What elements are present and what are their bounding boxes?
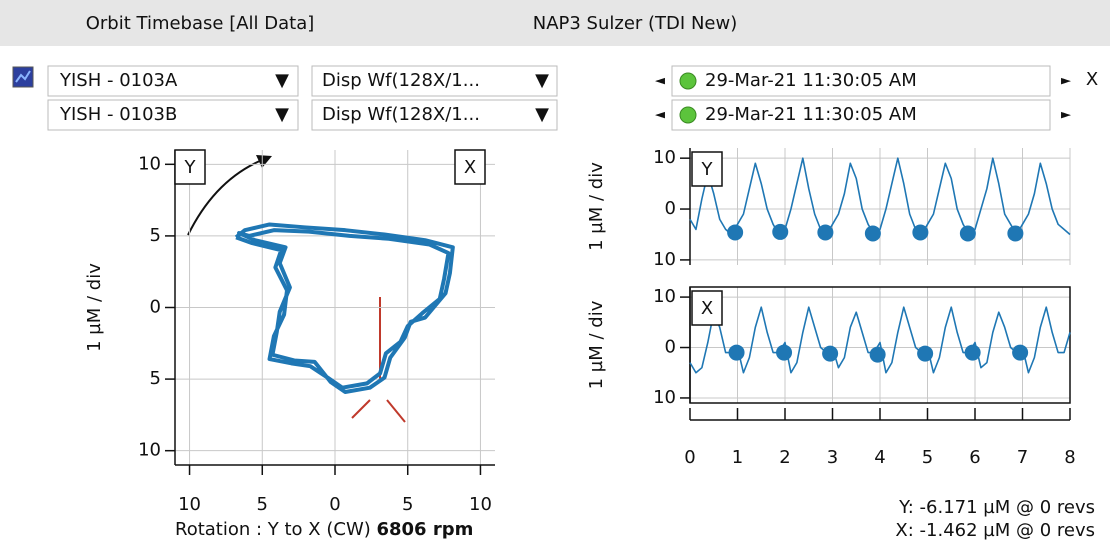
y-axis-label: 1 µM / div	[84, 263, 105, 352]
keyphasor-dot	[1012, 344, 1029, 361]
y-tick-label: 5	[150, 225, 161, 246]
timestamp: 29-Mar-21 11:30:05 AM	[705, 70, 917, 91]
channel-box	[174, 149, 206, 185]
x-tick-label: 0	[684, 447, 695, 468]
next-button[interactable]: ►	[1061, 108, 1071, 123]
probe-dropdown[interactable]	[47, 99, 299, 131]
plot-frame	[689, 286, 1071, 404]
header-bar	[0, 0, 1110, 46]
probe-name: YISH - 0103A	[59, 70, 178, 91]
waveform-name: Disp Wf(128X/1...	[322, 104, 480, 125]
timestamp-box[interactable]	[671, 99, 1051, 131]
timestamp: 29-Mar-21 11:30:05 AM	[705, 104, 917, 125]
dropdown-arrow: ▼	[275, 104, 289, 125]
y-axis-label: 1 µM / div	[586, 162, 607, 251]
header-title: Orbit Timebase [All Data]	[86, 13, 315, 34]
keyphasor-dot	[864, 225, 881, 242]
keyphasor-dot	[727, 224, 744, 241]
channel-label: Y	[701, 159, 714, 180]
prev-button[interactable]: ◄	[655, 108, 665, 123]
x-tick-label: 8	[1064, 447, 1075, 468]
keyphasor-dot	[912, 224, 929, 241]
x-tick-label: 6	[969, 447, 980, 468]
keyphasor-dot	[772, 223, 789, 240]
rotation-arrowhead	[256, 155, 272, 168]
timestamp-box[interactable]	[671, 65, 1051, 97]
y-tick-label: 0	[665, 198, 676, 219]
x-tick-label: 5	[402, 494, 413, 515]
keyphasor-dot	[776, 344, 793, 361]
channel-label: X	[701, 298, 713, 319]
dropdown-arrow: ▼	[275, 70, 289, 91]
chart-icon-glyph	[15, 70, 31, 83]
keyphasor-dot	[964, 344, 981, 361]
dropdown-arrow: ▼	[535, 70, 549, 91]
dropdown-arrow: ▼	[535, 104, 549, 125]
x-tick-label: 4	[874, 447, 885, 468]
channel-label: Y	[184, 157, 197, 178]
rotation-label: Rotation : Y to X (CW)	[175, 519, 376, 540]
x-tick-label: 5	[257, 494, 268, 515]
y-tick-label: 10	[653, 286, 676, 307]
waveform-name: Disp Wf(128X/1...	[322, 70, 480, 91]
y-tick-label: 10	[138, 440, 161, 461]
x-label: X	[1086, 69, 1098, 90]
keyphasor-dot	[728, 344, 745, 361]
next-button[interactable]: ►	[1061, 74, 1071, 89]
orbit-trace	[234, 222, 455, 394]
channel-box	[691, 290, 723, 326]
channel-box	[691, 151, 723, 187]
x-tick-label: 2	[779, 447, 790, 468]
waveform-dropdown[interactable]	[311, 65, 558, 97]
x-tick-label: 0	[329, 494, 340, 515]
rpm-value: 6806 rpm	[376, 519, 473, 540]
waveform-dropdown[interactable]	[311, 99, 558, 131]
waveform-trace	[689, 157, 1071, 236]
y-tick-label: 10	[653, 387, 676, 408]
keyphasor-dot	[817, 224, 834, 241]
keyphasor-dot	[959, 225, 976, 242]
readout: X: -1.462 µM @ 0 revs	[895, 520, 1095, 541]
keyphasor-dot	[869, 346, 886, 363]
prev-button[interactable]: ◄	[655, 74, 665, 89]
waveform-trace	[689, 306, 1071, 374]
readout: Y: -6.171 µM @ 0 revs	[898, 497, 1095, 518]
y-axis-label: 1 µM / div	[586, 300, 607, 389]
y-tick-label: 10	[653, 147, 676, 168]
status-dot	[679, 106, 697, 124]
y-tick-label: 0	[665, 337, 676, 358]
x-tick-label: 10	[469, 494, 492, 515]
keyphasor-dot	[822, 345, 839, 362]
keyphasor-line	[386, 399, 406, 423]
keyphasor-dot	[1007, 225, 1024, 242]
header-title: NAP3 Sulzer (TDI New)	[533, 13, 737, 34]
x-tick-label: 1	[732, 447, 743, 468]
y-tick-label: 10	[138, 153, 161, 174]
y-tick-label: 0	[150, 297, 161, 318]
status-dot	[679, 72, 697, 90]
keyphasor-dot	[917, 345, 934, 362]
x-tick-label: 3	[827, 447, 838, 468]
probe-dropdown[interactable]	[47, 65, 299, 97]
rotation-text: Rotation : Y to X (CW) 6806 rpm	[175, 519, 473, 540]
x-tick-label: 10	[178, 494, 201, 515]
x-tick-label: 7	[1017, 447, 1028, 468]
y-tick-label: 5	[150, 368, 161, 389]
channel-label: X	[464, 157, 476, 178]
x-tick-label: 5	[922, 447, 933, 468]
keyphasor-line	[351, 399, 371, 419]
y-tick-label: 10	[653, 249, 676, 270]
channel-box	[454, 149, 486, 185]
probe-name: YISH - 0103B	[59, 104, 177, 125]
